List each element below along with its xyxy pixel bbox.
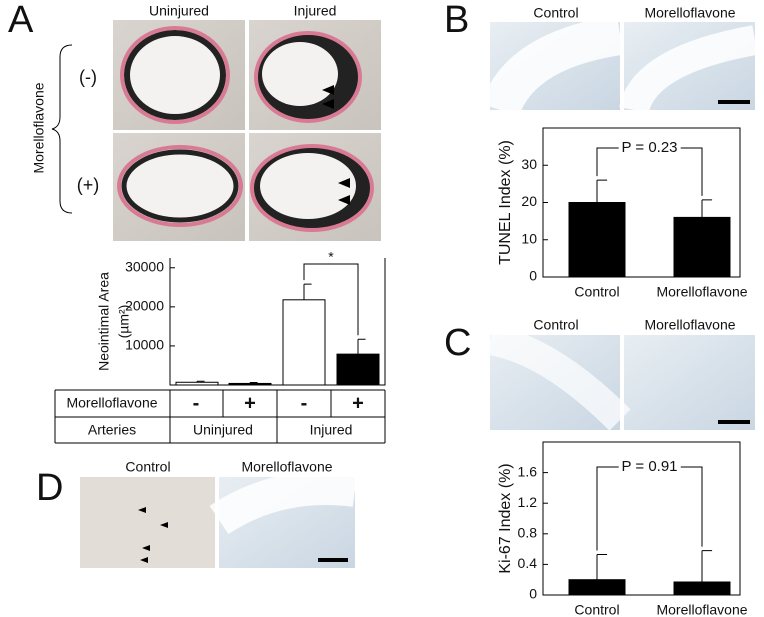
column-label: Morelloflavone [644, 317, 735, 333]
bar [282, 299, 326, 386]
y-tick-label: 30000 [125, 258, 164, 274]
table-cell: - [193, 392, 200, 414]
y-tick-label: 10 [521, 230, 537, 246]
y-tick-label: 0.8 [518, 525, 538, 541]
significance-bracket [303, 263, 359, 336]
y-tick-label: 10000 [125, 337, 164, 353]
y-tick-label: 0.4 [518, 555, 538, 571]
row-label: (-) [79, 67, 97, 87]
x-tick-label: Morelloflavone [656, 284, 747, 300]
table-cell: - [301, 392, 308, 414]
table-cell: Injured [310, 422, 353, 438]
table-cell: Morelloflavone [66, 395, 157, 411]
column-label: Control [533, 317, 578, 333]
y-axis-label: Ki-67 Index (%) [497, 463, 514, 573]
panel-label: B [444, 0, 469, 41]
bar [336, 353, 380, 386]
y-axis-label: (µm²) [116, 305, 132, 339]
column-label: Injured [294, 3, 337, 19]
annotation: * [328, 249, 334, 265]
panel-label: A [8, 0, 34, 41]
y-axis-label: TUNEL Index (%) [497, 140, 514, 265]
column-label: Morelloflavone [241, 459, 332, 475]
axis [169, 258, 386, 386]
bar [673, 581, 731, 596]
y-axis-label: Neointimal Area [96, 272, 112, 371]
error-bar [701, 199, 713, 218]
bar [673, 216, 731, 278]
panel-label: C [444, 322, 471, 364]
error-bar [596, 179, 608, 203]
y-tick-label: 30 [521, 156, 537, 172]
row-title: Morelloflavone [31, 82, 47, 173]
y-tick-label: 20000 [125, 298, 164, 314]
column-label: Morelloflavone [644, 5, 735, 21]
error-bar [249, 381, 258, 384]
annotation: P = 0.91 [621, 458, 677, 475]
x-tick-label: Control [574, 602, 619, 617]
significance-bracket [596, 147, 703, 196]
table-cell: + [352, 392, 364, 414]
brace [51, 44, 73, 214]
error-bar [196, 380, 205, 383]
row-label: (+) [77, 175, 100, 195]
bar [568, 579, 626, 596]
y-tick-label: 1.2 [518, 494, 538, 510]
column-label: Control [533, 5, 578, 21]
table-cell: + [244, 392, 256, 414]
error-bar [357, 338, 366, 355]
y-tick-label: 20 [521, 193, 537, 209]
x-tick-label: Control [574, 284, 619, 300]
y-tick-label: 0 [529, 268, 537, 284]
table-cell: Arteries [88, 422, 136, 438]
y-tick-label: 1.6 [518, 463, 538, 479]
ihc-images [80, 15, 758, 568]
error-bar [596, 553, 608, 580]
column-label: Control [125, 459, 170, 475]
x-tick-label: Morelloflavone [656, 602, 747, 617]
column-label: Uninjured [149, 3, 209, 19]
y-tick-label: 0 [529, 586, 537, 602]
error-bar [303, 283, 312, 300]
panel-label: D [36, 467, 63, 509]
table-cell: Uninjured [193, 422, 253, 438]
significance-bracket [596, 466, 703, 551]
error-bar [701, 550, 713, 582]
bar [228, 382, 272, 386]
bar [568, 202, 626, 278]
table [54, 389, 386, 444]
bar [175, 381, 219, 386]
plot-frame [542, 441, 741, 596]
artery-images [113, 20, 381, 241]
annotation: P = 0.23 [621, 139, 677, 156]
